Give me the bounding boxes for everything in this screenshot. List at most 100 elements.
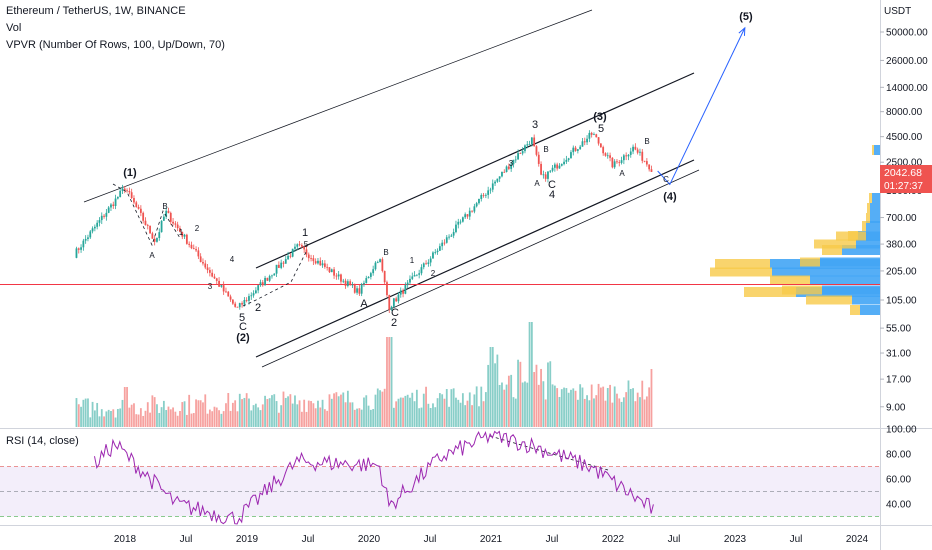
- volume-bar: [107, 409, 110, 427]
- candle-body: [236, 306, 239, 308]
- volume-bar: [146, 402, 149, 427]
- candle-body: [452, 232, 455, 236]
- candle-body: [93, 226, 96, 229]
- volume-bar: [510, 374, 513, 427]
- candle-body: [510, 164, 513, 169]
- symbol-title[interactable]: Ethereum / TetherUS, 1W, BINANCE: [6, 5, 186, 17]
- minor-wave-label: 3: [532, 119, 538, 131]
- volume-bar: [84, 398, 87, 427]
- volume-bar: [521, 382, 524, 427]
- candle-body: [307, 254, 310, 259]
- vpvr-row-up: [800, 257, 820, 267]
- channel-lower-line[interactable]: [255, 159, 695, 358]
- time-tick-label: Jul: [546, 534, 559, 545]
- candle-body: [326, 266, 329, 268]
- time-axis[interactable]: 2018 Jul 2019 Jul 2020 Jul 2021 Jul 2022 Jul 2023 J…: [114, 534, 869, 545]
- vpvr-row-down: [860, 305, 880, 315]
- candle-body: [234, 303, 237, 307]
- candle-body: [609, 155, 611, 158]
- volume-bar: [213, 406, 216, 427]
- volume-bar: [406, 394, 409, 427]
- candle-body: [349, 281, 352, 285]
- candle-body: [75, 248, 78, 258]
- price-axis[interactable]: 50000.00 26000.00 14000.00 8000.00 4500.00 25…: [880, 28, 928, 414]
- candle-body: [266, 277, 269, 281]
- projection-path[interactable]: [657, 27, 746, 186]
- volume-bar: [459, 402, 462, 427]
- candle-body: [613, 161, 616, 168]
- volume-bar: [337, 396, 340, 427]
- rsi-line: [94, 430, 654, 525]
- candle-body: [625, 155, 628, 157]
- volume-bar: [620, 401, 623, 427]
- candle-body: [553, 164, 556, 168]
- volume-bar: [257, 407, 260, 427]
- candle-body: [254, 290, 257, 294]
- volume-bar: [641, 380, 644, 427]
- rsi-pane[interactable]: [0, 430, 880, 525]
- candle-body: [530, 137, 533, 145]
- volume-bar: [91, 401, 94, 427]
- candle-body: [434, 252, 437, 253]
- volume-bar: [300, 411, 303, 427]
- volume-bar: [105, 411, 108, 427]
- volume-bar: [468, 392, 471, 427]
- candle-body: [282, 262, 285, 264]
- vpvr-row-down: [856, 239, 880, 249]
- volume-bar: [602, 386, 605, 427]
- candle-body: [259, 282, 262, 286]
- volume-bar: [218, 410, 220, 427]
- vpvr-indicator-label[interactable]: VPVR (Number Of Rows, 100, Up/Down, 70): [6, 39, 225, 51]
- candle-body: [420, 267, 423, 274]
- volume-bar: [595, 395, 598, 427]
- volume-bar: [609, 384, 611, 427]
- candle-body: [271, 275, 273, 277]
- candle-body: [551, 167, 554, 171]
- volume-indicator-label[interactable]: Vol: [6, 22, 22, 34]
- vpvr-row-up: [715, 259, 770, 269]
- candle-body: [576, 149, 579, 151]
- candle-body: [422, 263, 425, 268]
- outer-channel-line[interactable]: [83, 9, 593, 203]
- volume-bar: [275, 401, 278, 427]
- candle-body: [540, 163, 542, 175]
- rsi-tick-label: 100.00: [886, 425, 917, 436]
- volume-bar: [188, 394, 191, 427]
- candle-body: [195, 249, 197, 251]
- candle-body: [80, 247, 82, 250]
- candle-body: [390, 306, 393, 310]
- trend-channels[interactable]: [83, 9, 700, 368]
- candle-body: [268, 276, 271, 281]
- candle-body: [277, 264, 280, 268]
- candle-body: [634, 146, 637, 150]
- volume-bar: [616, 393, 618, 427]
- candle-body: [507, 166, 510, 169]
- channel-parallel-line[interactable]: [261, 169, 700, 368]
- volume-bar: [137, 414, 140, 427]
- candle-body: [563, 161, 565, 165]
- volume-bar: [563, 387, 565, 427]
- vpvr-row-down: [842, 245, 880, 255]
- rsi-indicator-label[interactable]: RSI (14, close): [6, 435, 79, 447]
- volume-bar: [432, 403, 434, 427]
- candle-body: [110, 204, 112, 208]
- minor-wave-label: 2: [195, 224, 200, 233]
- candle-body: [448, 236, 450, 238]
- price-pane[interactable]: [0, 0, 880, 428]
- candle-body: [441, 242, 444, 247]
- volume-bar: [126, 387, 128, 427]
- vpvr-row-up: [867, 203, 870, 213]
- rsi-axis[interactable]: 100.00 80.00 60.00 40.00: [886, 425, 917, 511]
- volume-bar: [96, 402, 99, 427]
- volume-bar: [367, 405, 370, 427]
- candle-body: [356, 288, 358, 293]
- volume-bar: [427, 403, 430, 427]
- channel-upper-line[interactable]: [255, 72, 695, 269]
- time-tick-label: 2018: [114, 534, 137, 545]
- volume-bar: [599, 387, 602, 427]
- minor-wave-label: 2: [431, 269, 436, 278]
- volume-bar: [353, 409, 356, 427]
- price-tick-label: 4500.00: [886, 132, 923, 143]
- minor-wave-label: C: [239, 321, 247, 333]
- volume-bar: [553, 385, 556, 427]
